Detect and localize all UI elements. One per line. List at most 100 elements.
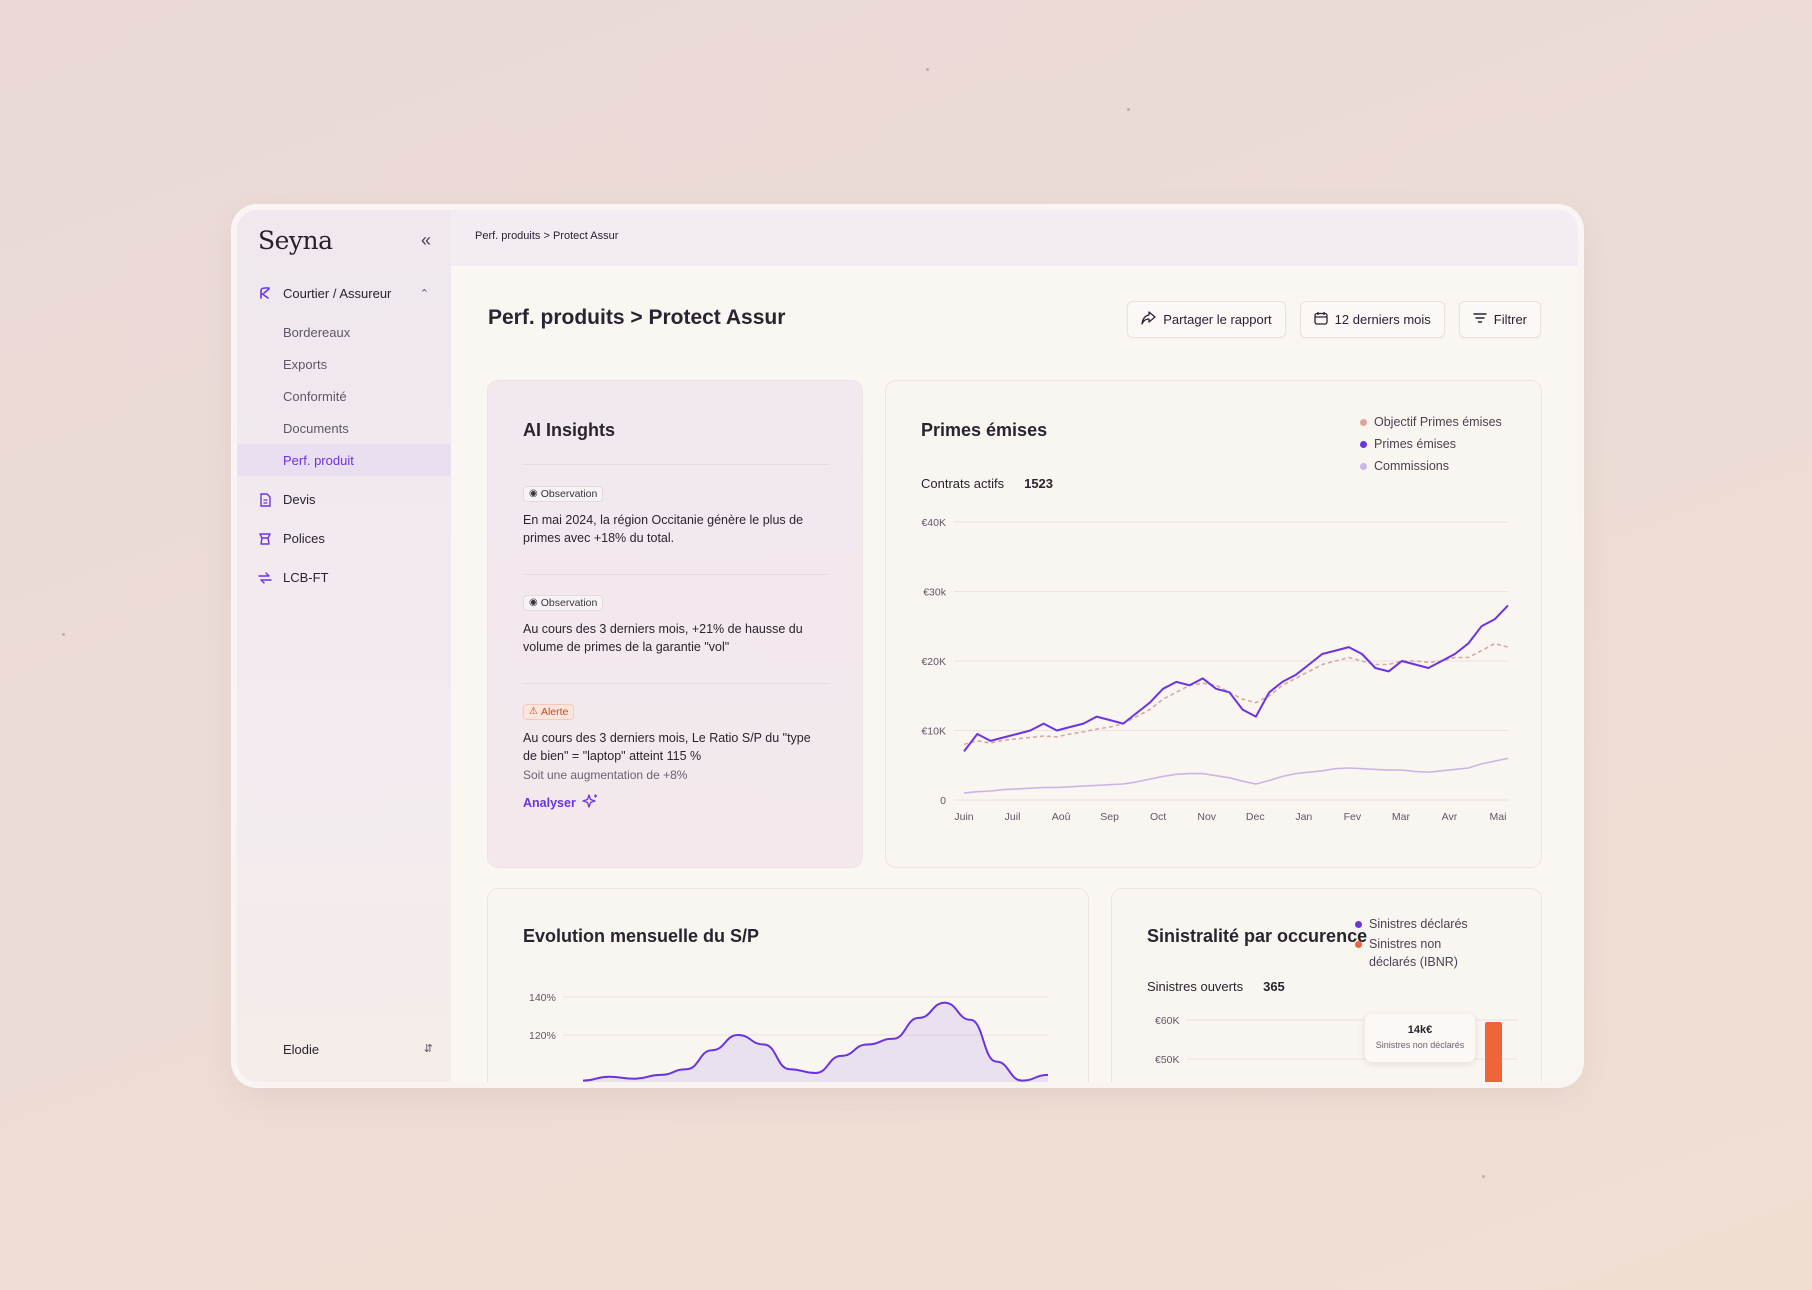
sp-title: Evolution mensuelle du S/P — [523, 926, 760, 946]
sidebar-group-courtier[interactable]: Courtier / Assureur ⌃ — [237, 282, 451, 304]
primes-legend: Objectif Primes émises Primes émises Com… — [1360, 411, 1502, 477]
paper-speck — [1127, 108, 1130, 111]
share-icon — [1141, 311, 1156, 328]
legend-label: Sinistres non déclarés (IBNR) — [1369, 937, 1458, 969]
legend-item[interactable]: Commissions — [1360, 455, 1502, 477]
policy-icon — [257, 531, 273, 547]
eye-icon: ◉ — [529, 597, 538, 608]
x-tick-label: Sep — [1100, 811, 1119, 823]
sp-area-chart: 140% 120% — [529, 992, 1049, 1082]
y-tick-label: €40K — [921, 517, 946, 529]
insight-item: ◉ Observation En mai 2024, la région Occ… — [523, 483, 828, 547]
series-line-objectif-primes-mises — [963, 642, 1509, 746]
insight-text: Au cours des 3 derniers mois, Le Ratio S… — [523, 730, 811, 763]
paper-speck — [1482, 1175, 1485, 1178]
x-tick-label: Jan — [1295, 811, 1312, 823]
broker-icon — [257, 285, 273, 301]
chevron-updown-icon: ⇵ — [423, 1043, 433, 1055]
insight-text: En mai 2024, la région Occitanie génère … — [523, 512, 804, 545]
filter-label: Filtrer — [1493, 312, 1527, 327]
legend-dot — [1360, 418, 1367, 426]
sinistres-bar-chart: €60K €50K — [1155, 1015, 1517, 1082]
x-tick-label: Aoû — [1052, 811, 1071, 823]
legend-item[interactable]: Objectif Primes émises — [1360, 411, 1502, 433]
calendar-icon — [1314, 311, 1328, 328]
insight-subtext: Soit une augmentation de +8% — [523, 767, 688, 782]
share-report-button[interactable]: Partager le rapport — [1127, 301, 1286, 338]
sidebar-item-bordereaux[interactable]: Bordereaux — [283, 324, 351, 340]
sidebar-item-devis[interactable]: Devis — [237, 480, 451, 519]
collapse-sidebar-icon[interactable]: « — [421, 230, 432, 250]
y-tick-label: €30k — [923, 587, 947, 599]
analyse-button[interactable]: Analyser — [523, 793, 599, 813]
legend-item[interactable]: Primes émises — [1360, 433, 1502, 455]
x-tick-label: Nov — [1197, 811, 1216, 823]
sp-line — [582, 1001, 1049, 1082]
chevron-up-icon: ⌃ — [419, 287, 429, 300]
sinistralite-card: Sinistralité par occurence Sinistres déc… — [1112, 889, 1541, 1082]
sidebar-group-label: Courtier / Assureur — [283, 285, 392, 301]
y-tick-label: €20K — [921, 656, 946, 668]
legend-dot — [1355, 941, 1362, 948]
document-icon — [257, 492, 273, 508]
kpi-value: 1523 — [1024, 476, 1054, 491]
period-button[interactable]: 12 derniers mois — [1299, 301, 1445, 338]
eye-icon: ◉ — [529, 488, 538, 499]
user-name: Elodie — [283, 1042, 320, 1057]
y-tick-label: €10K — [921, 726, 946, 738]
observation-tag: ◉ Observation — [523, 485, 604, 502]
app-window: Seyna « Courtier / Assureur ⌃ Bordereaux… — [237, 210, 1578, 1082]
insight-item: ◉ Observation Au cours des 3 derniers mo… — [523, 592, 828, 656]
period-label: 12 derniers mois — [1334, 312, 1431, 327]
compare-icon — [257, 570, 273, 586]
sparkle-icon — [582, 793, 599, 813]
sidebar-item-polices[interactable]: Polices — [237, 519, 451, 558]
tooltip-label: Sinistres non déclarés — [1375, 1040, 1465, 1050]
ai-insights-title: AI Insights — [523, 420, 616, 440]
paper-speck — [62, 633, 65, 636]
filter-button[interactable]: Filtrer — [1458, 301, 1541, 338]
brand-logo: Seyna — [258, 226, 333, 255]
paper-speck — [926, 68, 929, 71]
observation-tag: ◉ Observation — [523, 594, 604, 611]
legend-label: Primes émises — [1374, 437, 1456, 451]
legend-label: Objectif Primes émises — [1374, 415, 1502, 429]
divider — [523, 683, 828, 684]
bar-sinistres-non-declares — [1485, 1022, 1502, 1082]
y-tick-label: €50K — [1155, 1054, 1180, 1066]
legend-item[interactable]: Sinistres non déclarés (IBNR) — [1355, 935, 1480, 971]
top-bar: Perf. produits > Protect Assur — [451, 210, 1578, 266]
page-title: Perf. produits > Protect Assur — [488, 306, 786, 329]
sidebar-item-label: Devis — [283, 492, 316, 507]
x-tick-label: Juil — [1005, 811, 1021, 823]
primes-emises-card: Primes émises Objectif Primes émises Pri… — [886, 381, 1541, 867]
sidebar: Seyna « Courtier / Assureur ⌃ Bordereaux… — [237, 210, 451, 1082]
sidebar-item-exports[interactable]: Exports — [283, 356, 328, 372]
sinistralite-title: Sinistralité par occurence — [1147, 926, 1368, 946]
contrats-actifs-kpi: Contrats actifs 1523 — [921, 476, 1053, 491]
primes-line-chart: 0 €10K €20K €30k €40K Juin Juil Aoû Sep Oct Nov Dec… — [921, 517, 1509, 823]
y-tick-label: 0 — [940, 795, 946, 807]
x-tick-label: Juin — [954, 811, 973, 823]
tag-label: Observation — [540, 596, 598, 609]
x-tick-label: Avr — [1442, 811, 1458, 823]
filter-icon — [1473, 312, 1487, 327]
tag-label: Observation — [540, 487, 598, 500]
sidebar-item-label: Polices — [283, 531, 325, 546]
breadcrumb[interactable]: Perf. produits > Protect Assur — [475, 230, 619, 242]
sidebar-item-conformite[interactable]: Conformité — [283, 388, 347, 404]
x-tick-label: Oct — [1150, 811, 1166, 823]
x-tick-label: Mai — [1490, 811, 1507, 823]
sidebar-item-label: LCB-FT — [283, 570, 329, 585]
insight-item-alert: ⚠ Alerte Au cours des 3 derniers mois, L… — [523, 701, 828, 813]
y-tick-label: €60K — [1155, 1015, 1180, 1027]
user-menu[interactable]: Elodie ⇵ — [283, 1042, 433, 1057]
sp-area-fill — [583, 1002, 1048, 1082]
y-tick-label: 140% — [529, 992, 556, 1004]
sidebar-item-perf-produit[interactable]: Perf. produit — [237, 444, 451, 476]
legend-item[interactable]: Sinistres déclarés — [1355, 915, 1480, 933]
sidebar-item-lcb-ft[interactable]: LCB-FT — [237, 558, 451, 597]
x-tick-label: Fev — [1344, 811, 1362, 823]
insight-text: Au cours des 3 derniers mois, +21% de ha… — [523, 621, 803, 654]
sidebar-item-documents[interactable]: Documents — [283, 420, 349, 436]
